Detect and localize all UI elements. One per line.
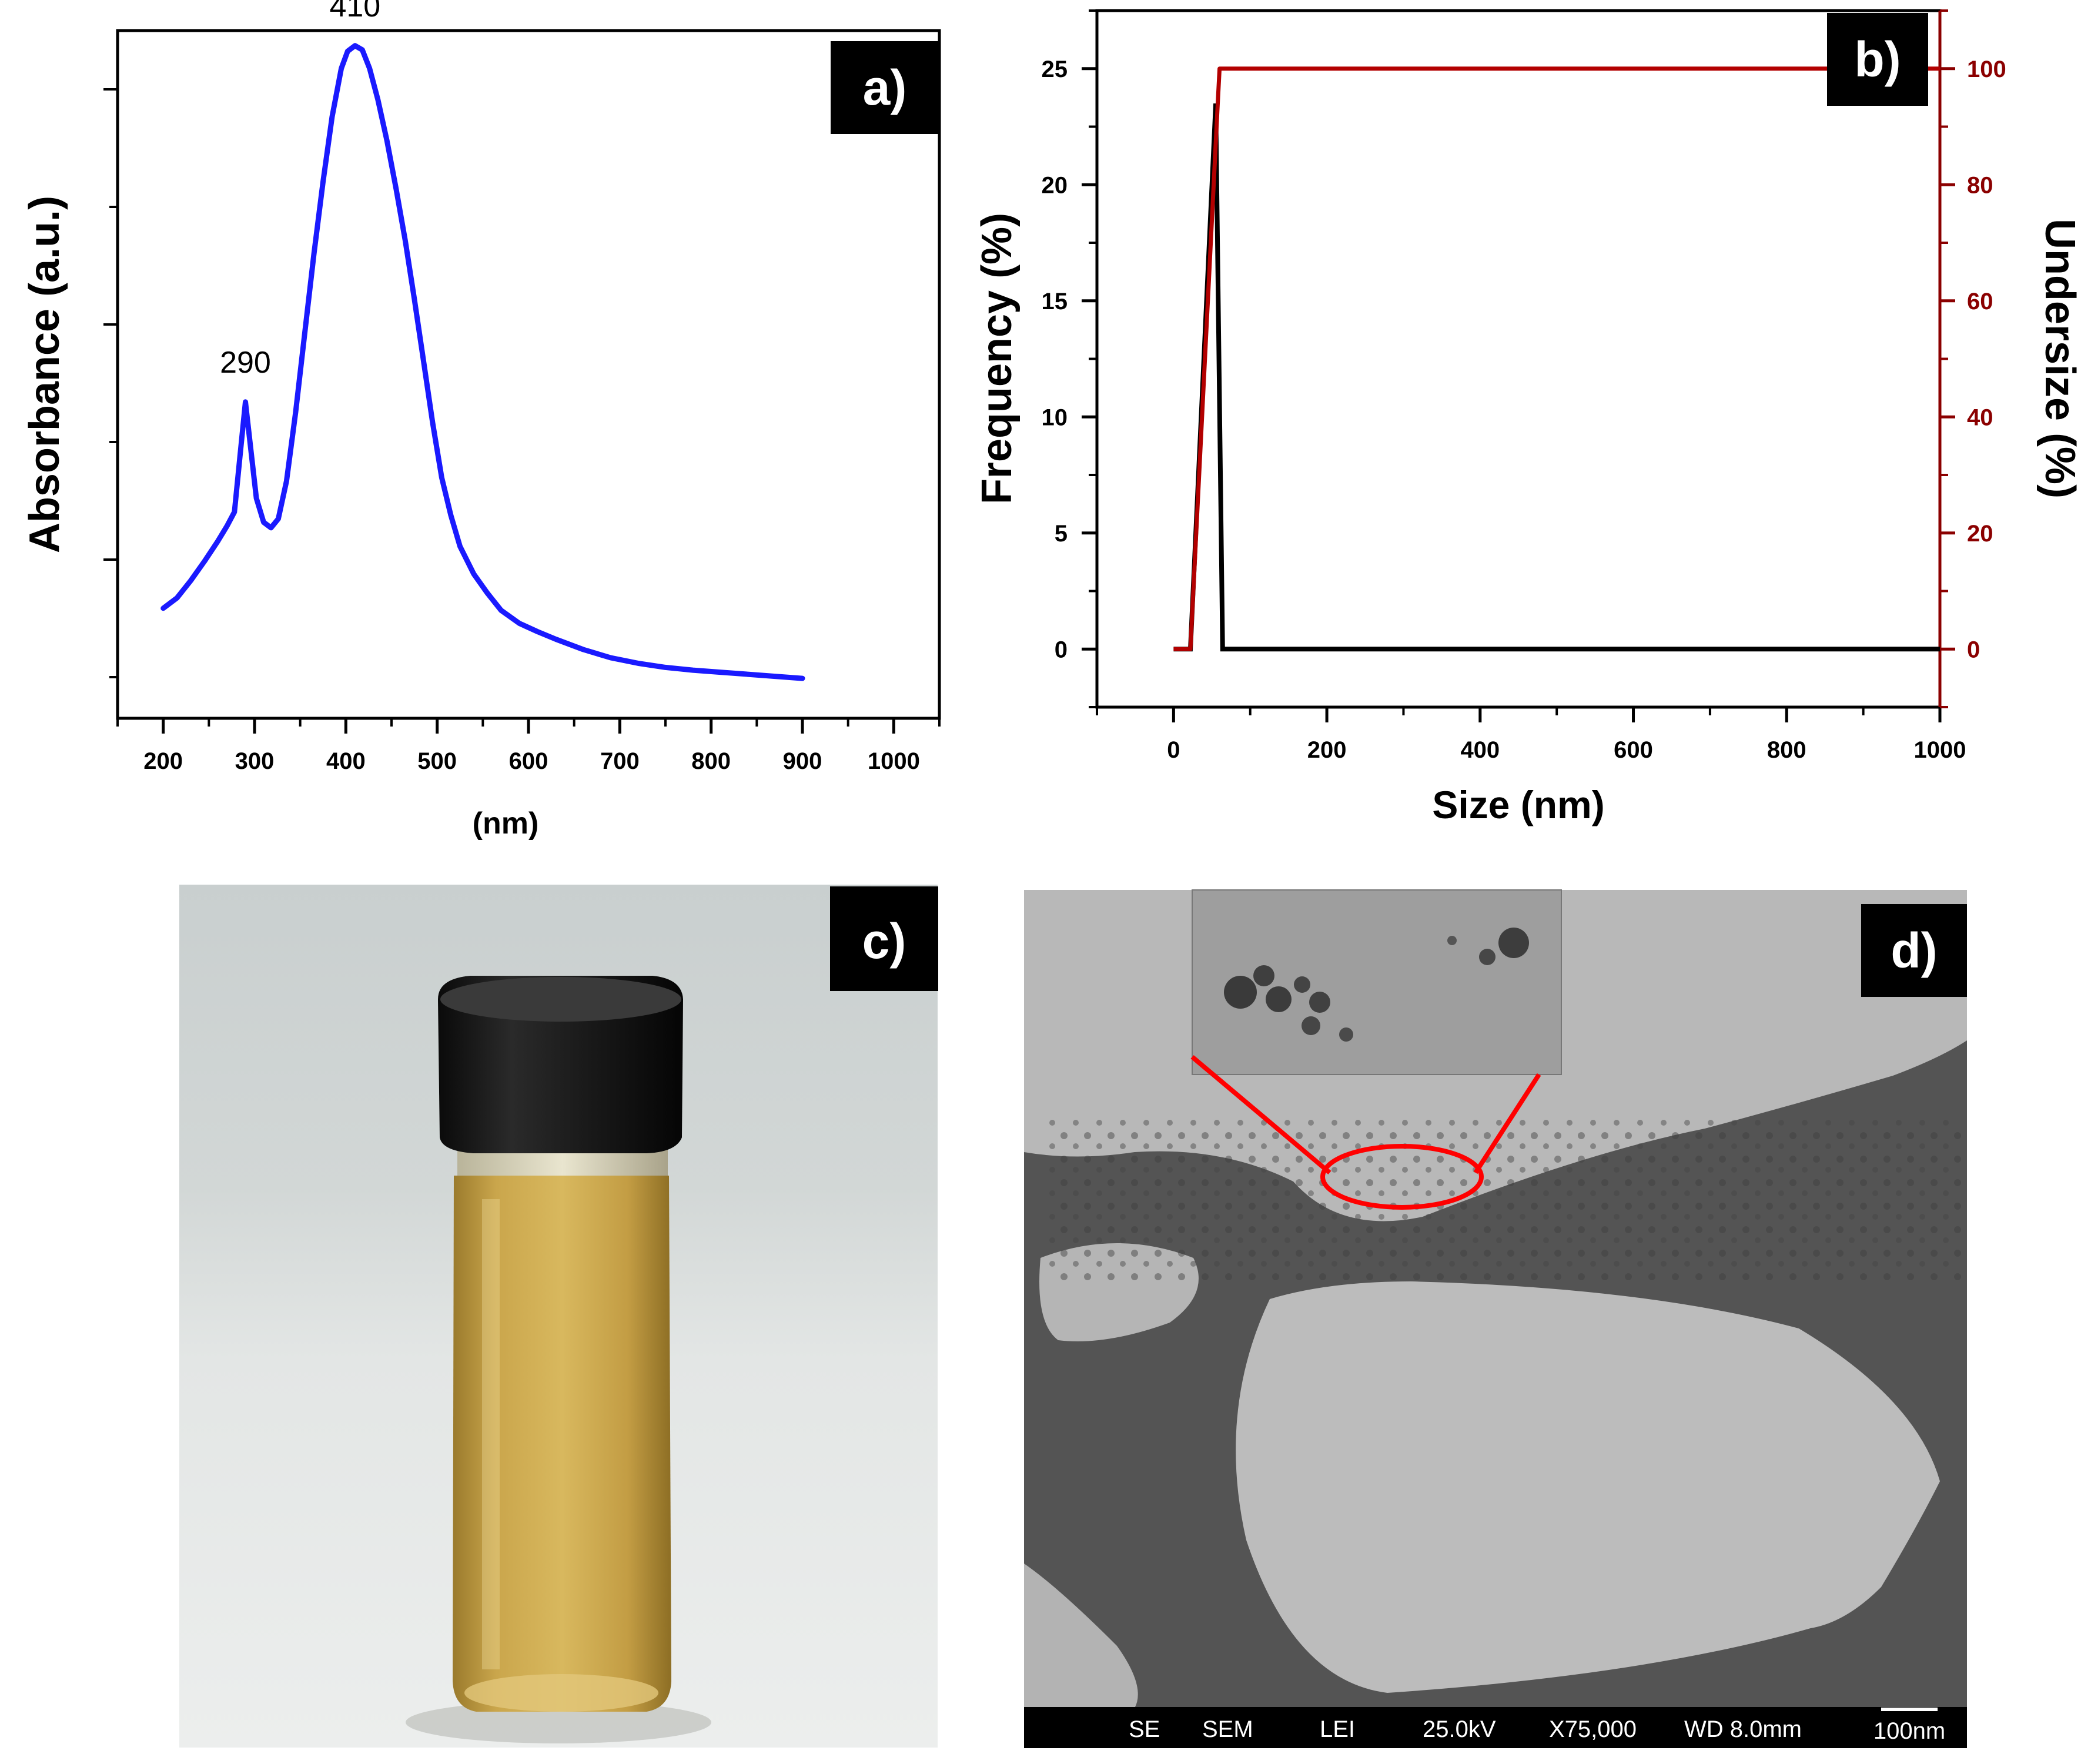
panel-b-y-tick-label: 5 — [1055, 521, 1068, 547]
panel-a-x-tick-label: 600 — [509, 748, 548, 774]
panel-a-x-tick-label: 800 — [691, 748, 731, 774]
frequency-line — [1173, 103, 1940, 652]
sem-field-detector: SE — [1129, 1716, 1160, 1742]
panel-b-x-tick-label: 400 — [1460, 737, 1500, 763]
panel-b-y2-axis-title: Undersize (%) — [2036, 219, 2083, 498]
panel-b-x-axis-title: Size (nm) — [1432, 783, 1604, 826]
panel-a-x-tick-label: 900 — [783, 748, 822, 774]
sem-field-voltage: 25.0kV — [1423, 1716, 1496, 1742]
sem-inset-particles — [1224, 928, 1529, 1042]
vial-bottom — [464, 1674, 658, 1712]
panel-b-y-tick-label: 20 — [1042, 172, 1068, 198]
peak-label-290: 290 — [220, 346, 271, 380]
panel-b-y-tick-label: 15 — [1042, 289, 1068, 314]
panel-b-x-tick-label: 1000 — [1914, 737, 1966, 763]
panel-d-sem-image: SE SEM LEI 25.0kV X75,000 WD 8.0mm 100nm… — [1024, 889, 1967, 1748]
panel-b-y2-ticks: 0 20 40 60 80 100 — [1940, 9, 2006, 708]
panel-d-tag: d) — [1861, 904, 1967, 997]
panel-c-vial-photo: c) — [179, 885, 938, 1748]
panel-b-y2-tick-label: 100 — [1967, 56, 2006, 82]
panel-b-x-tick-label: 0 — [1167, 737, 1180, 763]
sem-scale-label: 100nm — [1873, 1718, 1945, 1744]
vial-cap — [438, 976, 683, 1153]
vial-cap-top — [440, 977, 681, 1022]
panel-b-tag-text: b) — [1854, 32, 1901, 87]
panel-a-x-tick-label: 400 — [326, 748, 366, 774]
vial-highlight — [482, 1199, 500, 1669]
panel-b-y2-tick-label: 40 — [1967, 404, 1993, 430]
sem-inset — [1192, 889, 1562, 1075]
panel-b-y2-tick-label: 80 — [1967, 172, 1993, 198]
undersize-line — [1173, 66, 1940, 651]
panel-a-tag: a) — [831, 41, 939, 134]
panel-a-x-tick-label: 200 — [143, 748, 183, 774]
panel-b-x-tick-label: 200 — [1307, 737, 1347, 763]
peak-label-410: 410 — [329, 0, 380, 24]
sem-field-mode: SEM — [1202, 1716, 1253, 1742]
panel-b-y-tick-label: 0 — [1055, 637, 1068, 662]
panel-b-x-tick-label: 600 — [1614, 737, 1653, 763]
sem-field-magnification: X75,000 — [1549, 1716, 1637, 1742]
panel-b-tag: b) — [1827, 13, 1928, 106]
panel-b-x-ticks: 0 200 400 600 800 1000 — [1096, 707, 1966, 763]
panel-a-y-ticks — [103, 88, 118, 678]
sem-field-working-distance: WD 8.0mm — [1684, 1716, 1802, 1742]
panel-b-y-ticks: 0 5 10 15 20 25 — [1042, 9, 1097, 708]
panel-b-y-tick-label: 10 — [1042, 404, 1068, 430]
absorbance-spectrum-line — [160, 43, 805, 681]
sem-light-region-center — [1236, 1281, 1940, 1693]
panel-a-chart: 200 300 400 500 600 700 800 900 1000 290 410 Abs… — [21, 0, 941, 841]
panel-b-y2-tick-label: 60 — [1967, 289, 1993, 314]
sem-info-bar — [1024, 1707, 1967, 1748]
panel-b-y-axis-title: Frequency (%) — [973, 213, 1021, 504]
panel-a-x-tick-label: 300 — [235, 748, 275, 774]
panel-b-chart: 0 200 400 600 800 1000 0 5 10 15 20 25 0 20 40 60 80 10… — [973, 9, 2083, 826]
panel-b-y-tick-label: 25 — [1042, 56, 1068, 82]
vial-liquid — [453, 1176, 671, 1712]
panel-a-x-tick-label: 700 — [600, 748, 640, 774]
panel-b-y2-tick-label: 0 — [1967, 637, 1980, 662]
panel-b-y2-tick-label: 20 — [1967, 521, 1993, 547]
sem-zoom-callout — [1190, 1055, 1541, 1210]
panel-b-x-tick-label: 800 — [1767, 737, 1806, 763]
sem-particles — [1046, 1117, 1963, 1281]
panel-c-tag: c) — [830, 886, 938, 991]
panel-d-tag-text: d) — [1891, 923, 1937, 978]
panel-a-tag-text: a) — [863, 60, 907, 115]
panel-c-tag-text: c) — [862, 913, 906, 969]
panel-a-x-tick-label: 500 — [417, 748, 457, 774]
sem-light-region-bottom-left — [1024, 1564, 1138, 1708]
sem-field-lens: LEI — [1320, 1716, 1355, 1742]
panel-a-y-axis-title: Absorbance (a.u.) — [21, 196, 68, 553]
panel-a-x-axis-title: (nm) — [473, 806, 539, 841]
panel-a-x-tick-label: 1000 — [868, 748, 920, 774]
panel-a-x-ticks: 200 300 400 500 600 700 800 900 1000 — [116, 718, 941, 774]
